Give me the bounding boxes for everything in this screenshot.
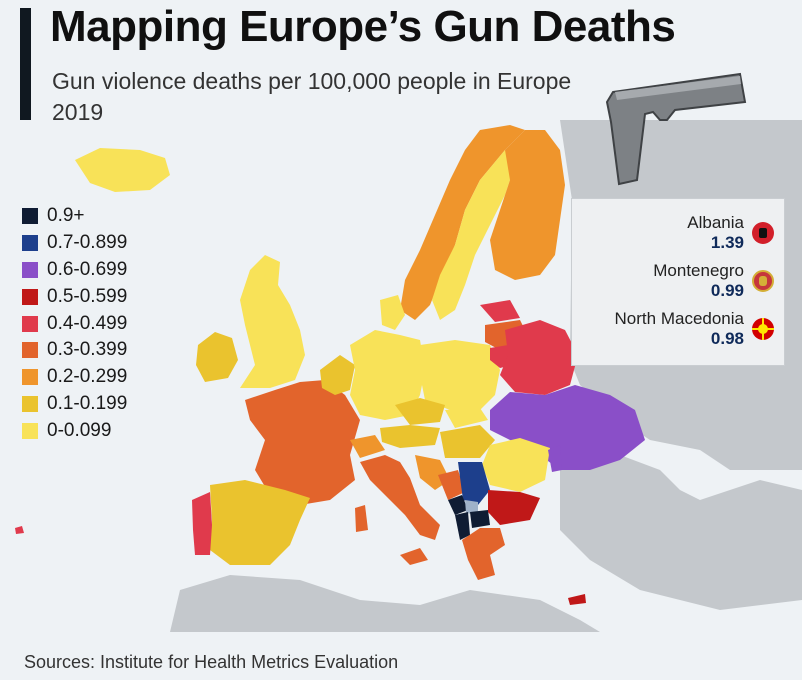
country-finland	[490, 130, 565, 280]
legend-label: 0.5-0.599	[47, 285, 128, 307]
country-germany	[350, 330, 425, 420]
country-switzerland	[350, 435, 385, 458]
legend-swatch	[22, 395, 38, 412]
country-cyprus	[568, 594, 586, 605]
country-united-kingdom	[240, 255, 305, 388]
country-sweden	[432, 150, 515, 320]
country-kosovo	[465, 500, 478, 515]
legend-swatch	[22, 422, 38, 439]
legend-swatch	[22, 315, 38, 332]
legend-item: 0.2-0.299	[22, 364, 127, 391]
country-montenegro	[448, 495, 468, 515]
country-canary-islands	[15, 526, 24, 534]
legend-swatch	[22, 288, 38, 305]
legend-swatch	[22, 208, 38, 225]
source-note: Sources: Institute for Health Metrics Ev…	[24, 652, 399, 672]
callout-country-value: 0.99	[710, 281, 744, 300]
legend-item: 0-0.099	[22, 417, 127, 444]
callout-row-albania: Albania 1.39	[687, 213, 774, 253]
legend-label: 0-0.099	[47, 419, 112, 441]
albania-flag-icon	[752, 222, 774, 244]
callout-country-value: 1.39	[710, 233, 744, 252]
legend-item: 0.5-0.599	[22, 283, 127, 310]
legend-label: 0.4-0.499	[47, 312, 128, 334]
country-poland	[420, 340, 500, 410]
country-hungary	[440, 425, 495, 458]
country-north-macedonia	[470, 510, 490, 528]
legend-label: 0.7-0.899	[47, 232, 128, 254]
legend-item: 0.9+	[22, 203, 127, 230]
legend-item: 0.4-0.499	[22, 310, 127, 337]
legend-label: 0.9+	[47, 205, 85, 227]
country-estonia	[480, 300, 520, 322]
pistol-icon	[605, 72, 747, 186]
country-bulgaria	[488, 490, 540, 525]
page-title: Mapping Europe’s Gun Deaths	[50, 2, 676, 51]
legend-item: 0.1-0.199	[22, 391, 127, 418]
country-moldova	[548, 445, 562, 472]
country-ireland	[196, 332, 238, 382]
legend-label: 0.1-0.199	[47, 392, 128, 414]
country-bosnia	[438, 470, 465, 500]
legend-item: 0.7-0.899	[22, 230, 127, 257]
legend-swatch	[22, 261, 38, 278]
country-sardinia	[355, 505, 368, 532]
country-sicily	[400, 548, 428, 565]
country-benelux	[320, 355, 355, 395]
country-belarus	[500, 320, 578, 395]
legend-label: 0.2-0.299	[47, 366, 128, 388]
legend-swatch	[22, 369, 38, 386]
country-france	[245, 380, 360, 505]
country-norway	[400, 125, 525, 320]
legend-swatch	[22, 342, 38, 359]
callout-row-montenegro: Montenegro 0.99	[653, 261, 774, 301]
title-accent-bar	[20, 8, 31, 126]
callout-country-name: Montenegro	[653, 261, 744, 280]
legend-item: 0.3-0.399	[22, 337, 127, 364]
country-albania	[455, 512, 470, 540]
country-portugal	[192, 492, 212, 555]
legend-label: 0.6-0.699	[47, 258, 128, 280]
country-spain	[210, 480, 310, 565]
callout-country-name: North Macedonia	[614, 309, 744, 328]
country-serbia	[458, 462, 490, 505]
legend-label: 0.3-0.399	[47, 339, 128, 361]
legend-swatch	[22, 235, 38, 252]
callout-country-name: Albania	[687, 213, 744, 232]
country-czechia	[395, 398, 445, 425]
country-slovakia	[445, 408, 488, 428]
country-austria	[380, 425, 440, 448]
legend: 0.9+ 0.7-0.899 0.6-0.699 0.5-0.599 0.4-0.499…	[22, 203, 127, 444]
country-greece	[462, 528, 505, 580]
montenegro-flag-icon	[752, 270, 774, 292]
north-macedonia-flag-icon	[752, 318, 774, 340]
callout-row-north-macedonia: North Macedonia 0.98	[615, 309, 774, 349]
country-denmark	[380, 295, 405, 330]
country-romania	[482, 438, 550, 492]
country-italy	[360, 455, 440, 540]
page-subtitle: Gun violence deaths per 100,000 people i…	[52, 68, 572, 125]
legend-item: 0.6-0.699	[22, 257, 127, 284]
callout-country-value: 0.98	[710, 329, 744, 348]
country-iceland	[75, 148, 170, 192]
top-countries-callout: Albania 1.39 Montenegro 0.99 North Maced…	[571, 198, 785, 366]
